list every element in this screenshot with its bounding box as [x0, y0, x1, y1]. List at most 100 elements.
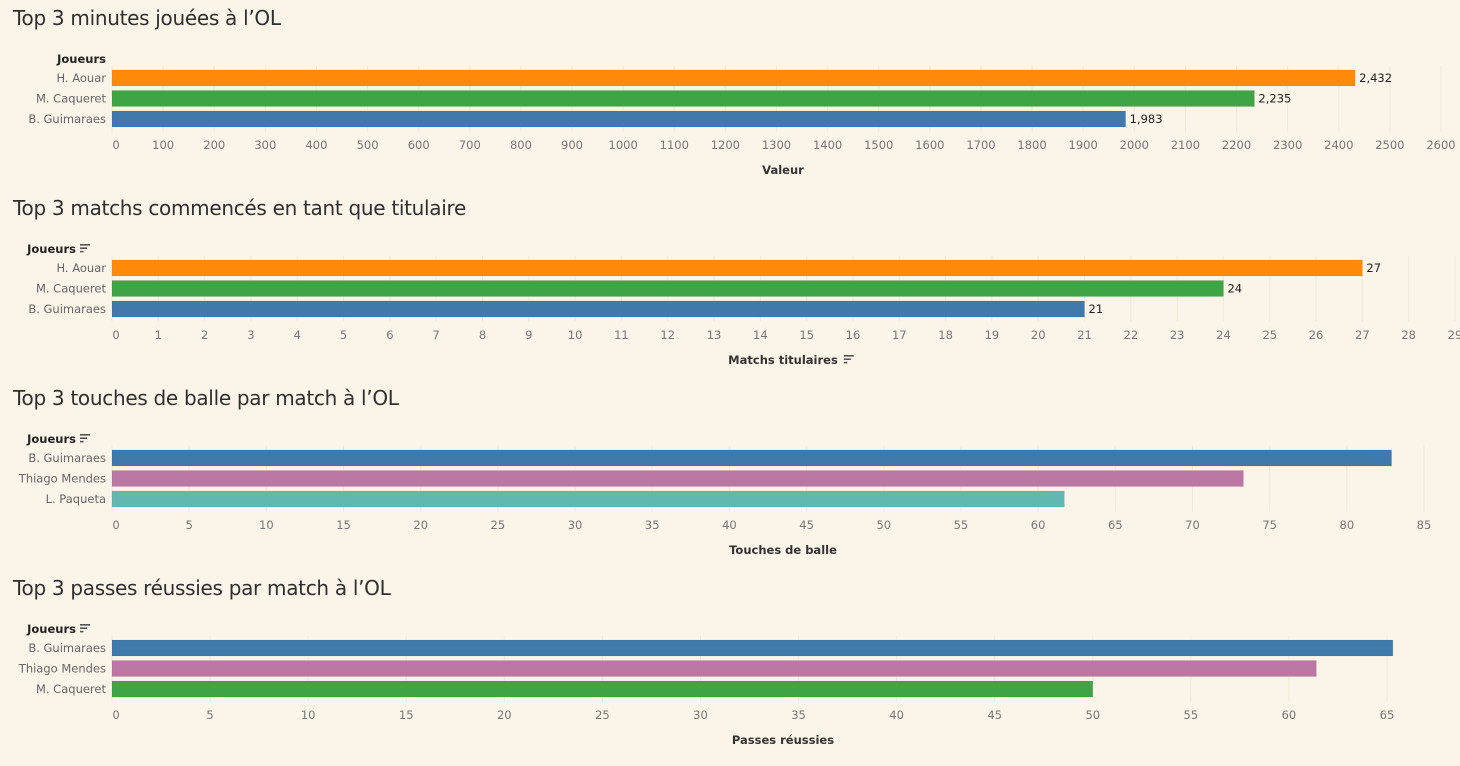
tick-label: 0 [112, 708, 119, 722]
bar-chart: Joueurs B. Guimaraes Thiago Mendes L. Paque… [18, 432, 1432, 557]
tick-label: 19 [985, 328, 1000, 342]
tick-label: 2300 [1273, 138, 1302, 152]
tick-label: 300 [254, 138, 276, 152]
axis-title[interactable]: Matchs titulaires [728, 353, 838, 367]
tick-label: 10 [301, 708, 316, 722]
tick-label: 5 [186, 518, 193, 532]
tick-label: 55 [1184, 708, 1199, 722]
tick-label: 2500 [1375, 138, 1404, 152]
tick-label: 24 [1216, 328, 1231, 342]
row-header[interactable]: Joueurs [26, 622, 76, 636]
row-header[interactable]: Joueurs [56, 52, 106, 66]
tick-label: 1100 [660, 138, 689, 152]
tick-label: 8 [479, 328, 486, 342]
tick-label: 1 [155, 328, 162, 342]
bar[interactable] [111, 639, 1394, 657]
tick-label: 2 [201, 328, 208, 342]
tick-label: 65 [1380, 708, 1395, 722]
tick-label: 4 [294, 328, 301, 342]
chart-title: Top 3 passes réussies par match à l’OL [13, 576, 391, 600]
tick-label: 14 [753, 328, 768, 342]
bar[interactable] [111, 449, 1392, 467]
tick-label: 10 [259, 518, 274, 532]
tick-label: 2600 [1426, 138, 1455, 152]
axis-title[interactable]: Valeur [762, 163, 804, 177]
tick-label: 0 [112, 138, 119, 152]
chart-panel: Top 3 minutes jouées à l’OL Joueurs H. Aou… [0, 0, 1460, 190]
category-label: M. Caqueret [36, 682, 107, 696]
tick-label: 5 [340, 328, 347, 342]
category-label: B. Guimaraes [28, 302, 106, 316]
tick-label: 500 [357, 138, 379, 152]
tick-label: 26 [1309, 328, 1324, 342]
tick-label: 16 [846, 328, 861, 342]
tick-label: 85 [1417, 518, 1432, 532]
bar[interactable] [111, 300, 1085, 318]
bar[interactable] [111, 680, 1094, 698]
sort-icon[interactable] [80, 624, 90, 633]
tick-label: 27 [1355, 328, 1370, 342]
value-label: 2,235 [1258, 92, 1291, 106]
chart-title: Top 3 touches de balle par match à l’OL [13, 386, 399, 410]
tick-label: 6 [386, 328, 393, 342]
category-label: M. Caqueret [36, 282, 107, 296]
value-label: 21 [1089, 302, 1104, 316]
bar[interactable] [111, 90, 1255, 107]
bar[interactable] [111, 259, 1363, 277]
tick-label: 1300 [762, 138, 791, 152]
tick-label: 21 [1077, 328, 1092, 342]
chart-panel: Top 3 matchs commencés en tant que titul… [0, 190, 1460, 380]
tick-label: 20 [497, 708, 512, 722]
tick-label: 29 [1448, 328, 1460, 342]
tick-label: 45 [799, 518, 814, 532]
tick-label: 18 [938, 328, 953, 342]
tick-label: 12 [660, 328, 675, 342]
tick-label: 7 [433, 328, 440, 342]
bar[interactable] [111, 69, 1356, 87]
tick-label: 30 [693, 708, 708, 722]
row-header[interactable]: Joueurs [26, 242, 76, 256]
tick-label: 2100 [1171, 138, 1200, 152]
bar[interactable] [111, 470, 1244, 487]
tick-label: 15 [399, 708, 414, 722]
tick-label: 1900 [1069, 138, 1098, 152]
tick-label: 15 [799, 328, 814, 342]
tick-label: 400 [305, 138, 327, 152]
axis-title[interactable]: Touches de balle [729, 543, 837, 557]
tick-label: 5 [206, 708, 213, 722]
tick-label: 1500 [864, 138, 893, 152]
tick-label: 35 [645, 518, 660, 532]
chart-title: Top 3 minutes jouées à l’OL [13, 6, 281, 30]
tick-label: 1000 [609, 138, 638, 152]
category-label: Thiago Mendes [18, 662, 106, 676]
tick-label: 25 [595, 708, 610, 722]
bar[interactable] [111, 280, 1224, 297]
bar[interactable] [111, 660, 1317, 677]
tick-label: 9 [525, 328, 532, 342]
chart-title: Top 3 matchs commencés en tant que titul… [13, 196, 466, 220]
sort-icon[interactable] [843, 355, 854, 364]
category-label: B. Guimaraes [28, 451, 106, 465]
tick-label: 80 [1340, 518, 1355, 532]
sort-icon[interactable] [80, 434, 90, 443]
sort-icon[interactable] [80, 244, 90, 253]
tick-label: 10 [568, 328, 583, 342]
tick-label: 20 [413, 518, 428, 532]
chart-panel: Top 3 passes réussies par match à l’OL Jo… [0, 570, 1460, 760]
bar[interactable] [111, 490, 1065, 508]
tick-label: 1200 [711, 138, 740, 152]
tick-label: 1600 [915, 138, 944, 152]
category-label: H. Aouar [56, 261, 106, 275]
tick-label: 600 [408, 138, 430, 152]
tick-label: 2400 [1324, 138, 1353, 152]
tick-label: 40 [722, 518, 737, 532]
tick-label: 1800 [1017, 138, 1046, 152]
tick-label: 2200 [1222, 138, 1251, 152]
axis-title[interactable]: Passes réussies [732, 733, 834, 747]
tick-label: 900 [561, 138, 583, 152]
tick-label: 700 [459, 138, 481, 152]
bar[interactable] [111, 110, 1126, 128]
row-header[interactable]: Joueurs [26, 432, 76, 446]
value-label: 24 [1227, 282, 1242, 296]
tick-label: 13 [707, 328, 722, 342]
